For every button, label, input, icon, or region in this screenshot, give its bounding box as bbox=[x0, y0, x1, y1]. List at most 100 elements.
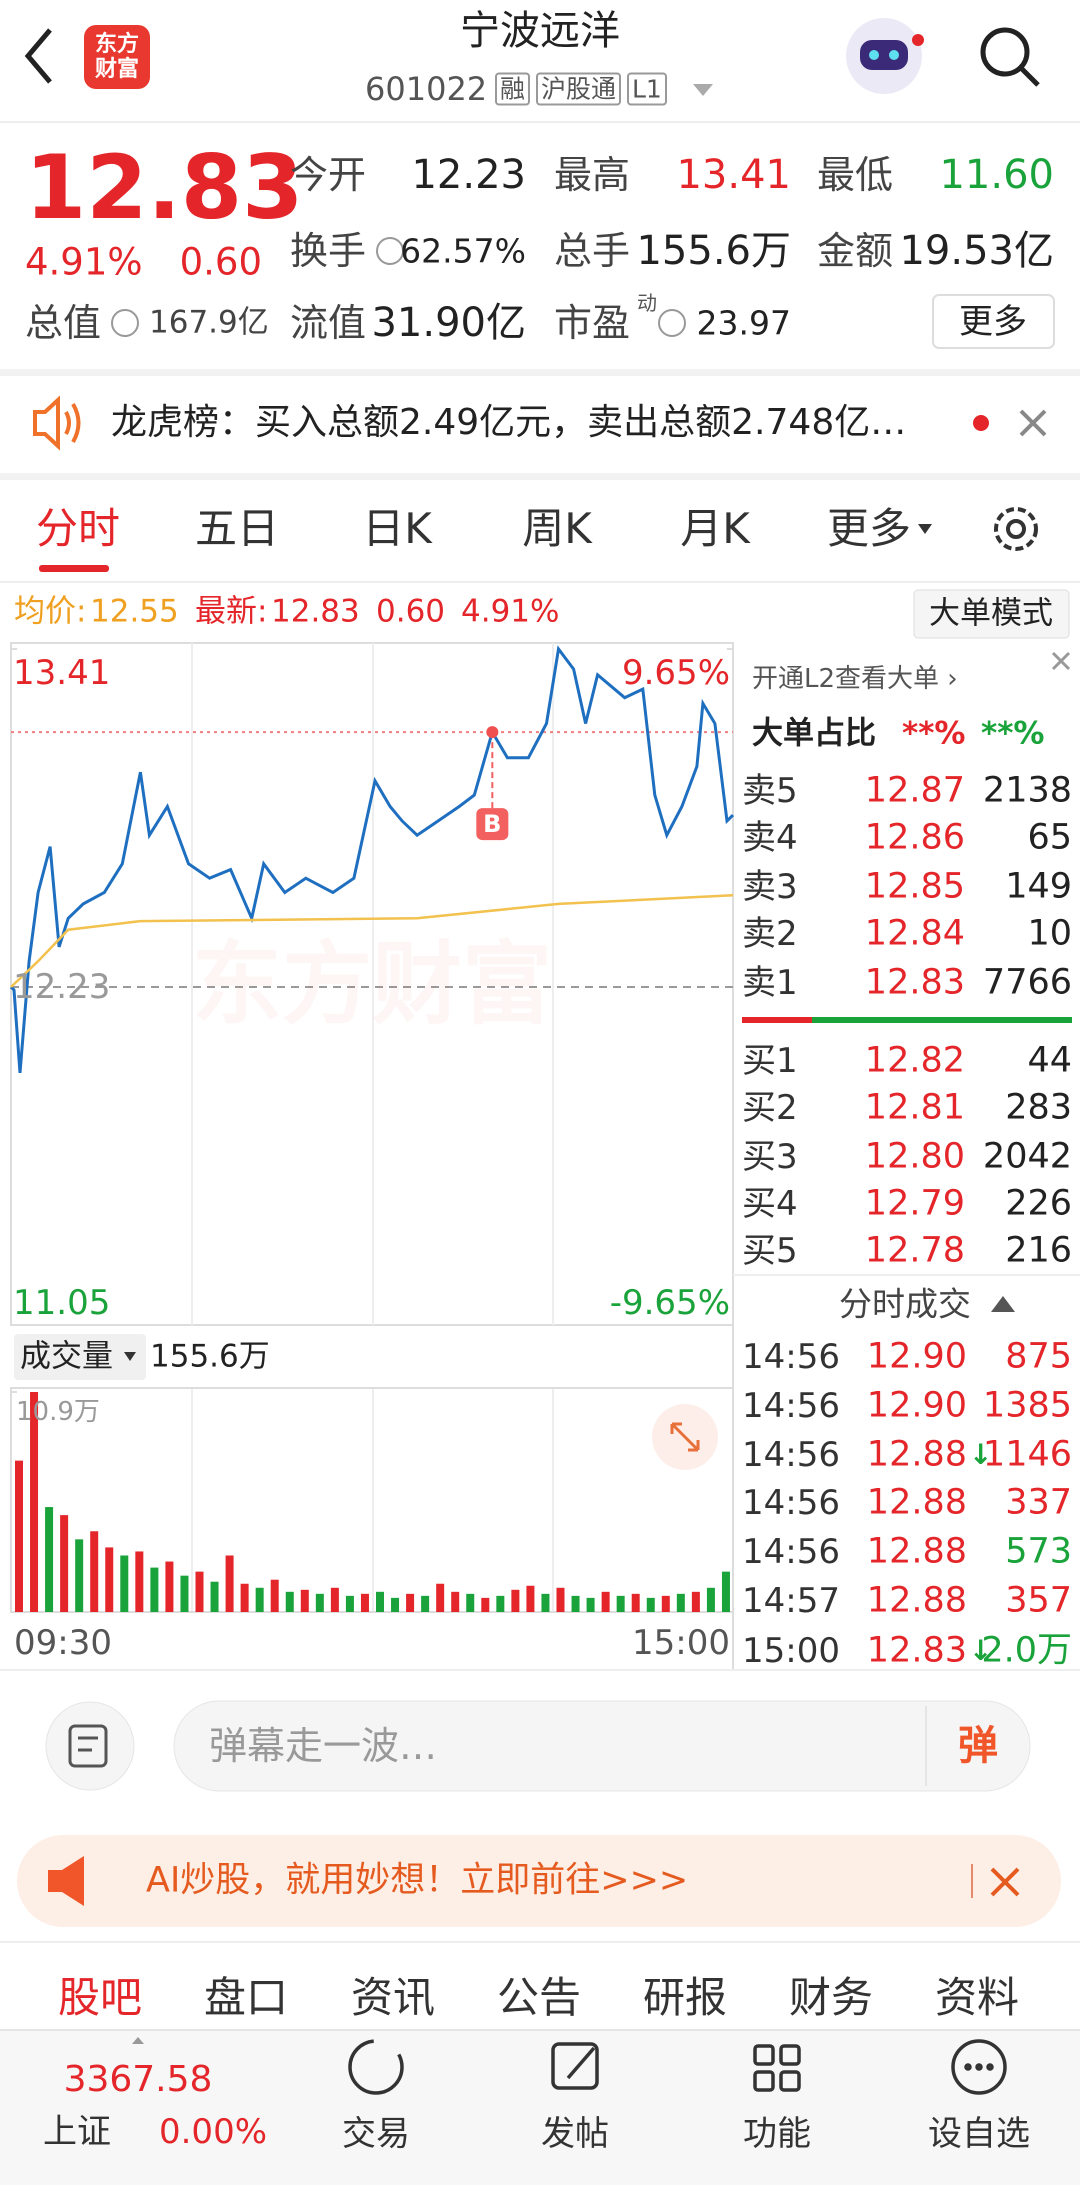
volume-bar bbox=[631, 1593, 640, 1612]
info-icon[interactable] bbox=[111, 237, 686, 337]
sub-tab[interactable]: 公告 bbox=[496, 1973, 582, 2022]
volume-bar bbox=[556, 1587, 565, 1612]
tab[interactable]: 月K bbox=[680, 504, 750, 553]
volume-bar bbox=[391, 1597, 400, 1612]
field-value: 31.90亿 bbox=[371, 300, 526, 346]
book-volume: 216 bbox=[1005, 1230, 1072, 1271]
close-icon[interactable] bbox=[990, 1867, 1020, 1897]
volume-bar bbox=[616, 1595, 625, 1612]
trade-time: 14:56 bbox=[742, 1386, 840, 1426]
volume-bar bbox=[165, 1561, 174, 1612]
field-label: 最低 bbox=[817, 153, 894, 197]
more-button[interactable]: 更多 bbox=[959, 302, 1027, 342]
trade-volume: 1385 bbox=[982, 1385, 1072, 1426]
trade-time: 14:56 bbox=[742, 1337, 840, 1377]
tab[interactable]: 更多 bbox=[826, 504, 912, 553]
nav-item[interactable]: 发帖 bbox=[541, 2114, 609, 2154]
l2-link[interactable]: 开通L2查看大单 › bbox=[752, 664, 958, 694]
comment-icon[interactable] bbox=[45, 1701, 135, 1791]
tab[interactable]: 周K bbox=[522, 504, 592, 553]
back-icon[interactable] bbox=[24, 28, 52, 84]
nav-bar bbox=[0, 2030, 1080, 2185]
volume-bar bbox=[661, 1595, 670, 1612]
volume-bar bbox=[105, 1547, 114, 1612]
book-label: 卖5 bbox=[742, 771, 798, 811]
logo bbox=[84, 25, 150, 89]
trade-time: 14:56 bbox=[742, 1532, 840, 1572]
volume-bar bbox=[90, 1531, 99, 1612]
trade-time: 14:57 bbox=[742, 1581, 840, 1621]
book-price: 12.81 bbox=[864, 1087, 965, 1128]
ad-text[interactable]: AI炒股，就用妙想！立即前往>>> bbox=[146, 1860, 689, 1901]
avatar[interactable] bbox=[846, 18, 924, 94]
volume-bar bbox=[180, 1575, 189, 1612]
volume-bar bbox=[601, 1591, 610, 1612]
book-label: 卖1 bbox=[742, 963, 798, 1003]
trade-volume: 337 bbox=[1005, 1482, 1072, 1523]
close-icon[interactable] bbox=[1019, 409, 1047, 437]
info-text: 12.83 bbox=[271, 593, 360, 630]
field-value: 155.6万 bbox=[636, 228, 791, 274]
sort-icon[interactable] bbox=[991, 1296, 1015, 1312]
tab[interactable]: 日K bbox=[362, 504, 432, 553]
volume-bar bbox=[571, 1595, 580, 1612]
info-text: 最新: bbox=[195, 593, 268, 630]
expand-icon[interactable] bbox=[652, 1404, 718, 1470]
volume-bar bbox=[15, 1460, 23, 1612]
tab[interactable]: 分时 bbox=[35, 504, 121, 553]
ratio-label: 大单占比 bbox=[752, 715, 876, 752]
volume-bar bbox=[376, 1591, 384, 1612]
field-value: 12.23 bbox=[411, 152, 526, 198]
field-label: 最高 bbox=[554, 153, 631, 197]
volume-bar bbox=[496, 1595, 505, 1612]
sub-tab[interactable]: 财务 bbox=[788, 1973, 874, 2022]
volume-label[interactable]: 成交量 bbox=[20, 1338, 113, 1375]
dropdown-icon[interactable] bbox=[693, 84, 713, 96]
volume-bar bbox=[270, 1579, 279, 1612]
field-value: 167.9亿 bbox=[149, 304, 269, 341]
trade-price: 12.83 bbox=[866, 1630, 967, 1671]
comment-input[interactable] bbox=[173, 1700, 1031, 1792]
book-price: 12.84 bbox=[864, 913, 965, 954]
mode-button[interactable]: 大单模式 bbox=[929, 595, 1053, 632]
sub-tab[interactable]: 研报 bbox=[642, 1973, 728, 2022]
nav-item[interactable]: 设自选 bbox=[928, 2114, 1030, 2154]
sub-tab[interactable]: 资料 bbox=[934, 1973, 1020, 2022]
volume-bar bbox=[150, 1567, 159, 1612]
volume-selector[interactable] bbox=[14, 1334, 146, 1380]
nav-item[interactable]: 功能 bbox=[743, 2114, 811, 2154]
stock-code: 601022 bbox=[365, 70, 488, 108]
change: 0.60 bbox=[179, 240, 262, 284]
mode-button[interactable] bbox=[913, 589, 1070, 639]
comment-placeholder[interactable]: 弹幕走一波… bbox=[209, 1724, 438, 1768]
search-icon[interactable] bbox=[980, 27, 1040, 87]
book-volume: 2042 bbox=[982, 1136, 1072, 1177]
more-button[interactable] bbox=[932, 294, 1055, 349]
grid bbox=[191, 643, 554, 1612]
nav-icons[interactable] bbox=[348, 2039, 1007, 2095]
notice-text[interactable]: 龙虎榜：买入总额2.49亿元，卖出总额2.748亿… bbox=[111, 402, 907, 443]
price: 12.83 bbox=[25, 136, 304, 239]
tab[interactable]: 五日 bbox=[194, 504, 280, 553]
y-tick-label: 11.05 bbox=[13, 1283, 111, 1323]
volume-bar bbox=[345, 1595, 354, 1612]
close-icon[interactable] bbox=[1051, 651, 1071, 671]
sub-tab[interactable]: 资讯 bbox=[350, 1973, 436, 2022]
nav-item[interactable]: 交易 bbox=[342, 2114, 410, 2154]
danmaku-button[interactable]: 弹 bbox=[958, 1723, 998, 1769]
annotation-badge bbox=[476, 808, 509, 841]
book-label: 买2 bbox=[742, 1088, 798, 1128]
change-pct: 4.91% bbox=[25, 240, 143, 284]
volume-bar bbox=[300, 1589, 309, 1612]
book-label: 买1 bbox=[742, 1041, 798, 1081]
settings-icon[interactable] bbox=[994, 507, 1038, 551]
sub-tab[interactable]: 盘口 bbox=[203, 1973, 289, 2022]
ad-banner[interactable] bbox=[17, 1835, 1061, 1927]
field-label: 市盈 bbox=[554, 301, 631, 345]
volume-bar bbox=[285, 1591, 294, 1612]
index-value[interactable]: 3367.58 bbox=[63, 2059, 213, 2100]
field-label: 流值 bbox=[290, 301, 367, 345]
trade-time: 14:56 bbox=[742, 1435, 840, 1475]
sub-tab[interactable]: 股吧 bbox=[57, 1973, 143, 2022]
volume-bar bbox=[195, 1571, 204, 1612]
